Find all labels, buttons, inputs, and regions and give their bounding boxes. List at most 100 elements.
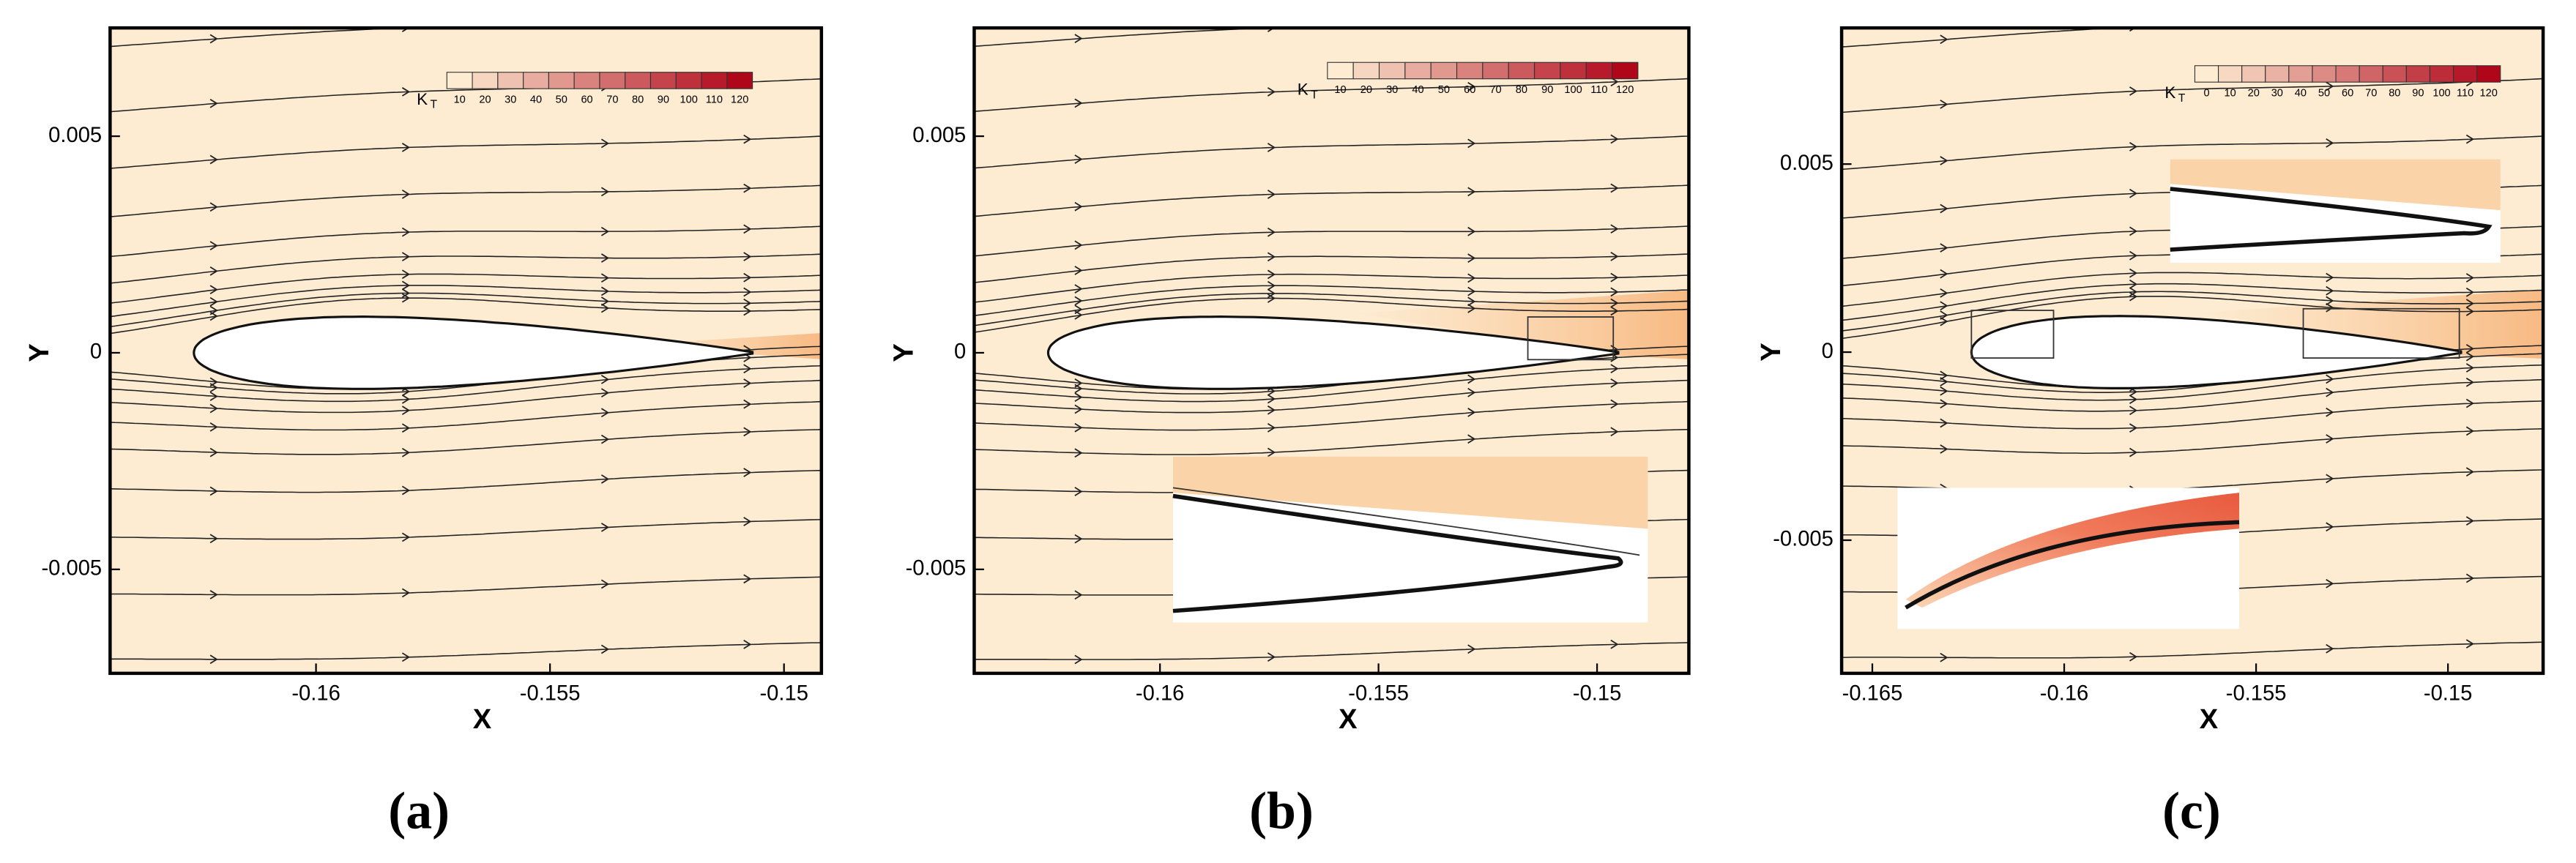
colorbar-level <box>2312 65 2337 83</box>
stream-arrow <box>1267 87 1276 97</box>
streamline <box>1842 364 2544 401</box>
x-axis-label: X <box>473 703 492 735</box>
x-axis-label: X <box>1339 703 1358 735</box>
colorbar-level <box>548 72 575 89</box>
stream-arrow <box>2326 474 2334 484</box>
stream-arrow <box>2326 407 2334 417</box>
stream-arrow <box>1074 266 1083 275</box>
colorbar-level <box>599 72 626 89</box>
stream-arrow <box>401 269 411 280</box>
stream-arrow <box>2129 447 2138 457</box>
x-tick-label: -0.15 <box>759 682 808 706</box>
colorbar-tick-label: 50 <box>556 94 567 106</box>
x-tick-label: -0.155 <box>2226 682 2287 706</box>
stream-arrow <box>1074 392 1083 403</box>
stream-arrow <box>1074 296 1083 306</box>
colorbar-tick-label: 30 <box>505 94 516 106</box>
stream-arrow <box>1610 639 1619 649</box>
colorbar-level <box>2476 65 2501 83</box>
stream-arrow <box>1610 306 1619 316</box>
colorbar-level <box>649 72 677 89</box>
streamline <box>1842 296 2544 340</box>
stream-arrow <box>2465 363 2474 373</box>
stream-arrow <box>2129 142 2138 152</box>
plot-frame <box>972 26 1691 676</box>
airfoil <box>193 315 754 390</box>
stream-arrow <box>1940 301 1948 311</box>
stream-arrow <box>600 187 610 197</box>
colorbar-level <box>726 72 753 89</box>
streamline <box>110 292 822 327</box>
streamline <box>1842 641 2544 659</box>
colorbar-tick-label: 110 <box>706 94 723 106</box>
stream-arrow <box>743 224 752 234</box>
colorbar-level <box>2288 65 2313 83</box>
zoom-box <box>1970 310 2055 359</box>
stream-arrow <box>1074 384 1083 394</box>
streamline <box>110 365 822 403</box>
stream-arrow <box>209 98 218 108</box>
stream-arrow <box>743 378 752 388</box>
stream-arrow <box>600 388 610 398</box>
y-tick-label: -0.005 <box>1773 528 1834 551</box>
colorbar-level <box>2405 65 2431 83</box>
colorbar-level <box>523 72 549 89</box>
stream-arrow <box>2465 398 2474 408</box>
plot-area <box>110 28 822 673</box>
stream-arrow <box>1610 427 1619 437</box>
inset <box>1897 159 2501 629</box>
streamline <box>110 379 822 414</box>
stream-arrow <box>1610 183 1619 193</box>
stream-arrow <box>401 252 411 262</box>
stream-arrow <box>401 293 411 303</box>
colorbar-label-sub: T <box>1311 89 1318 101</box>
x-tick-label: -0.15 <box>2424 682 2472 706</box>
colorbar-level <box>497 72 524 89</box>
stream-arrow <box>1610 272 1619 283</box>
stream-arrow <box>1074 34 1083 44</box>
streamline <box>110 297 822 335</box>
streamline <box>974 293 1689 326</box>
colorbar-level <box>2241 65 2266 83</box>
stream-arrow <box>1074 201 1083 212</box>
colorbar-level <box>1533 61 1561 80</box>
stream-arrow <box>1074 98 1083 108</box>
stream-arrow <box>2465 573 2474 583</box>
colorbar-level <box>1560 61 1587 80</box>
stream-arrow <box>600 434 610 444</box>
y-tick-label: 0.005 <box>1780 152 1834 175</box>
stream-arrow <box>1940 316 1948 326</box>
stream-arrow <box>2129 28 2136 32</box>
stream-arrow <box>743 272 752 283</box>
stream-arrow <box>209 311 218 321</box>
streamline <box>974 135 1689 169</box>
stream-arrow <box>1610 252 1619 261</box>
stream-arrow <box>2326 387 2334 397</box>
streamline <box>110 400 822 431</box>
stream-arrow <box>743 298 752 308</box>
stream-arrow <box>2326 374 2334 384</box>
colorbar-tick-label: 20 <box>2248 88 2260 100</box>
stream-arrow <box>2326 138 2334 148</box>
stream-arrow <box>600 273 610 283</box>
colorbar-level <box>1456 61 1484 80</box>
stream-arrow <box>1940 377 1948 386</box>
stream-arrow <box>209 383 218 392</box>
stream-arrow <box>401 423 411 433</box>
stream-arrow <box>1074 310 1083 320</box>
stream-arrow <box>600 226 610 236</box>
colorbar-tick-label: 30 <box>2271 88 2283 100</box>
streamline <box>974 365 1689 403</box>
colorbar-level <box>701 72 728 89</box>
colorbar-level <box>2382 65 2407 83</box>
stream-arrow <box>743 287 752 297</box>
colorbar-level <box>1508 61 1535 80</box>
colorbar-tick-label: 20 <box>479 94 491 106</box>
stream-arrow <box>2129 279 2138 289</box>
stream-arrow <box>1267 269 1276 280</box>
colorbar-tick-label: 70 <box>606 94 618 106</box>
streamline <box>1842 283 2544 321</box>
colorbar-level <box>1327 61 1354 80</box>
wake-contour <box>2197 289 2544 359</box>
